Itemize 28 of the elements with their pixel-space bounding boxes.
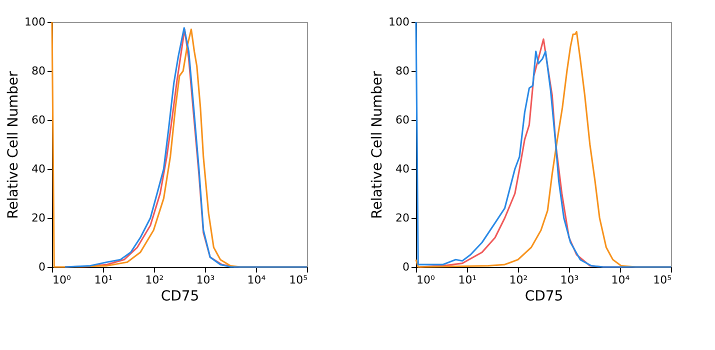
x-tick-label: 10⁴ [611, 274, 630, 286]
y-tick-label: 0 [402, 260, 410, 274]
x-tick-label: 10⁴ [247, 274, 266, 286]
x-tick-label: 10⁵ [653, 274, 672, 286]
x-tick-label: 10⁰ [416, 274, 436, 286]
x-tick-label: 10² [145, 274, 164, 286]
y-tick-label: 20 [32, 212, 46, 224]
y-tick-label: 100 [24, 16, 46, 28]
x-axis-title: CD75 [160, 288, 200, 304]
y-tick-label: 60 [32, 114, 46, 126]
y-tick-label: 40 [32, 162, 46, 176]
y-tick-label: 0 [38, 260, 46, 274]
x-tick-label: 10¹ [94, 274, 113, 286]
x-tick-label: 10⁵ [289, 274, 308, 286]
y-tick-label: 20 [396, 212, 410, 224]
x-axis-title: CD75 [524, 288, 564, 304]
y-tick-label: 80 [396, 64, 410, 78]
x-tick-label: 10¹ [458, 274, 477, 286]
y-tick-label: 100 [388, 16, 410, 28]
x-tick-label: 10³ [560, 274, 579, 286]
x-tick-label: 10⁰ [52, 274, 72, 286]
x-tick-label: 10² [509, 274, 528, 286]
y-tick-label: 40 [396, 162, 410, 176]
y-tick-label: 80 [32, 64, 46, 78]
y-tick-label: 60 [396, 114, 410, 126]
x-tick-label: 10³ [196, 274, 215, 286]
y-axis-title: Relative Cell Number [370, 70, 386, 219]
y-axis-title: Relative Cell Number [6, 70, 22, 219]
